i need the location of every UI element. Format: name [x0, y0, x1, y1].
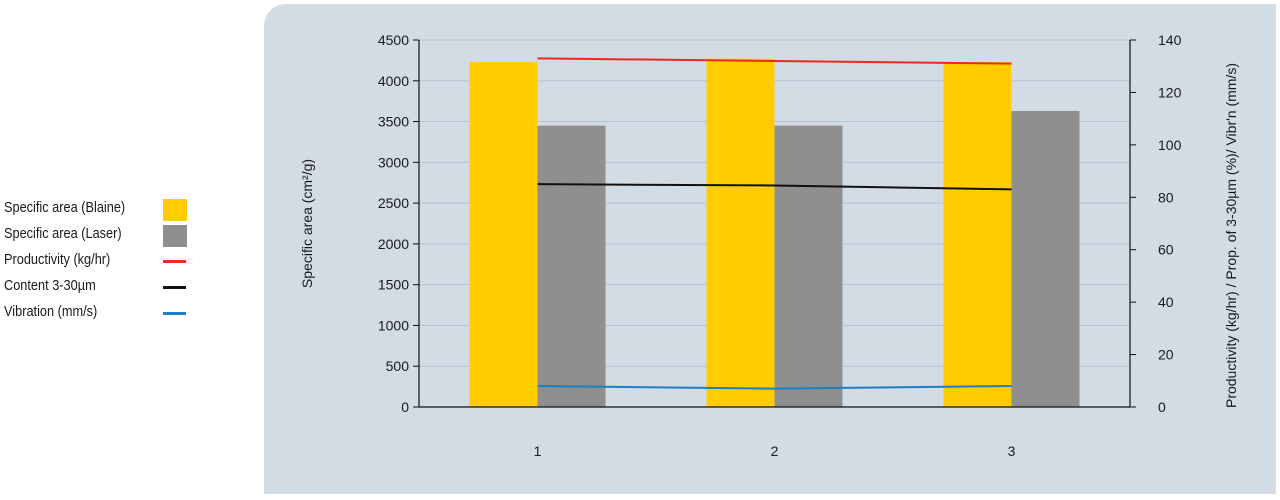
y-tick-label-left: 1500 — [378, 277, 409, 293]
legend-label-vibration: Vibration (mm/s) — [4, 303, 98, 320]
bar-blaine — [706, 58, 775, 407]
bar-laser — [537, 125, 606, 407]
bar-blaine — [469, 62, 538, 408]
y-tick-label-right: 0 — [1158, 399, 1166, 415]
y-tick-label-right: 60 — [1158, 242, 1174, 258]
y-axis-title-left: Specific area (cm²/g) — [299, 159, 315, 288]
legend-swatch-vibration — [163, 312, 186, 315]
bar-blaine — [943, 62, 1012, 408]
chart-svg: 0 500 1000 1500 2000 2500 3000 3500 4000 4500 0 20 4… — [299, 32, 1239, 459]
y-tick-label-left: 4000 — [378, 73, 409, 89]
line-vibration — [537, 385, 1012, 390]
y-tick-label-left: 0 — [401, 399, 409, 415]
legend-item-blaine: Specific area (Blaine) — [4, 199, 204, 225]
legend-item-productivity: Productivity (kg/hr) — [4, 251, 204, 277]
legend-item-content: Content 3-30µm — [4, 277, 204, 303]
y-tick-label-left: 1000 — [378, 317, 409, 333]
legend-label-content: Content 3-30µm — [4, 277, 96, 294]
y-tick-label-right: 20 — [1158, 347, 1174, 363]
y-tick-label-left: 2000 — [378, 236, 409, 252]
legend-item-laser: Specific area (Laser) — [4, 225, 204, 251]
bar-laser — [1011, 110, 1080, 407]
legend-item-vibration: Vibration (mm/s) — [4, 303, 204, 329]
legend-label-blaine: Specific area (Blaine) — [4, 199, 126, 216]
y-tick-label-left: 4500 — [378, 32, 409, 48]
x-tick-label: 2 — [771, 443, 779, 459]
y-tick-label-left: 3000 — [378, 154, 409, 170]
chart-legend: Specific area (Blaine) Specific area (La… — [4, 199, 204, 329]
line-content — [537, 183, 1012, 191]
y-tick-label-left: 500 — [386, 358, 410, 374]
y-tick-label-right: 100 — [1158, 137, 1182, 153]
y-tick-label-right: 120 — [1158, 84, 1182, 100]
y-tick-label-right: 80 — [1158, 189, 1174, 205]
chart-panel: 0 500 1000 1500 2000 2500 3000 3500 4000 4500 0 20 4… — [264, 4, 1276, 494]
y-tick-label-left: 3500 — [378, 114, 409, 130]
line-productivity — [537, 57, 1012, 65]
legend-label-productivity: Productivity (kg/hr) — [4, 251, 111, 268]
y-tick-label-right: 140 — [1158, 32, 1182, 48]
x-tick-label: 1 — [534, 443, 542, 459]
y-tick-label-right: 40 — [1158, 294, 1174, 310]
legend-swatch-laser — [163, 225, 187, 247]
legend-label-laser: Specific area (Laser) — [4, 225, 122, 242]
x-tick-label: 3 — [1008, 443, 1016, 459]
bar-laser — [774, 125, 843, 407]
y-axis-title-right: Productivity (kg/hr) / Prop. of 3-30µm (… — [1223, 63, 1239, 408]
legend-swatch-productivity — [163, 260, 186, 263]
legend-swatch-blaine — [163, 199, 187, 221]
y-tick-label-left: 2500 — [378, 195, 409, 211]
legend-swatch-content — [163, 286, 186, 289]
